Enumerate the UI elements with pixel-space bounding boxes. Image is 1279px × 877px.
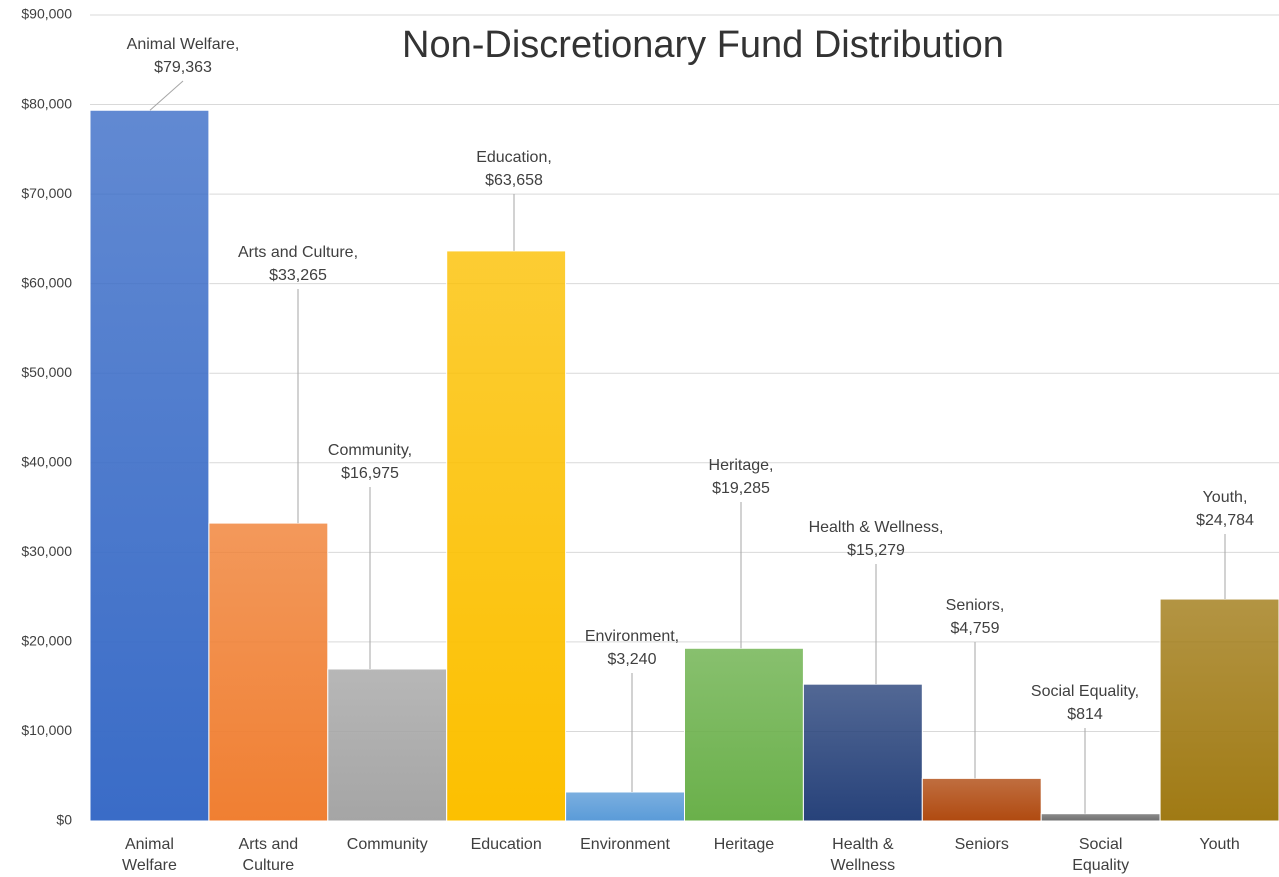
y-tick-label: $90,000: [21, 6, 72, 22]
bar: [684, 647, 804, 822]
x-tick-label: Education: [471, 836, 542, 853]
x-tick-label: Arts and Culture: [239, 836, 299, 874]
y-tick-label: $20,000: [21, 633, 72, 649]
y-tick-label: $80,000: [21, 95, 72, 111]
x-tick-label: Animal Welfare: [122, 836, 177, 874]
bar: [1159, 598, 1279, 822]
data-label: Environment, $3,240: [585, 628, 679, 668]
data-label: Heritage, $19,285: [709, 457, 774, 497]
data-label: Education, $63,658: [476, 149, 552, 189]
x-tick-label: Community: [347, 836, 428, 853]
data-label: Social Equality, $814: [1031, 683, 1139, 723]
y-tick-label: $0: [56, 812, 72, 828]
leader-line: [149, 80, 184, 111]
data-label: Health & Wellness, $15,279: [809, 519, 944, 559]
y-tick-label: $60,000: [21, 274, 72, 290]
x-tick-label: Environment: [580, 836, 670, 853]
bar: [802, 683, 923, 822]
data-label: Seniors, $4,759: [946, 597, 1005, 637]
bar: [89, 109, 210, 822]
x-tick-label: Health & Wellness: [831, 836, 896, 874]
y-tick-label: $10,000: [21, 722, 72, 738]
bar: [208, 522, 329, 822]
bar: [446, 250, 567, 822]
bar: [327, 668, 448, 822]
data-label: Animal Welfare, $79,363: [127, 36, 240, 76]
y-tick-label: $50,000: [21, 364, 72, 380]
bar: [1040, 813, 1161, 822]
data-label: Community, $16,975: [328, 442, 412, 482]
x-tick-label: Heritage: [714, 836, 775, 853]
data-label: Youth, $24,784: [1196, 489, 1254, 529]
chart-title: Non-Discretionary Fund Distribution: [402, 24, 1004, 66]
data-label: Arts and Culture, $33,265: [238, 244, 358, 284]
x-tick-label: Youth: [1199, 836, 1239, 853]
bar: [565, 791, 685, 822]
y-tick-label: $40,000: [21, 453, 72, 469]
x-tick-label: Seniors: [955, 836, 1009, 853]
bar: [921, 777, 1042, 822]
y-tick-label: $70,000: [21, 185, 72, 201]
y-tick-label: $30,000: [21, 543, 72, 559]
x-tick-label: Social Equality: [1072, 836, 1129, 874]
